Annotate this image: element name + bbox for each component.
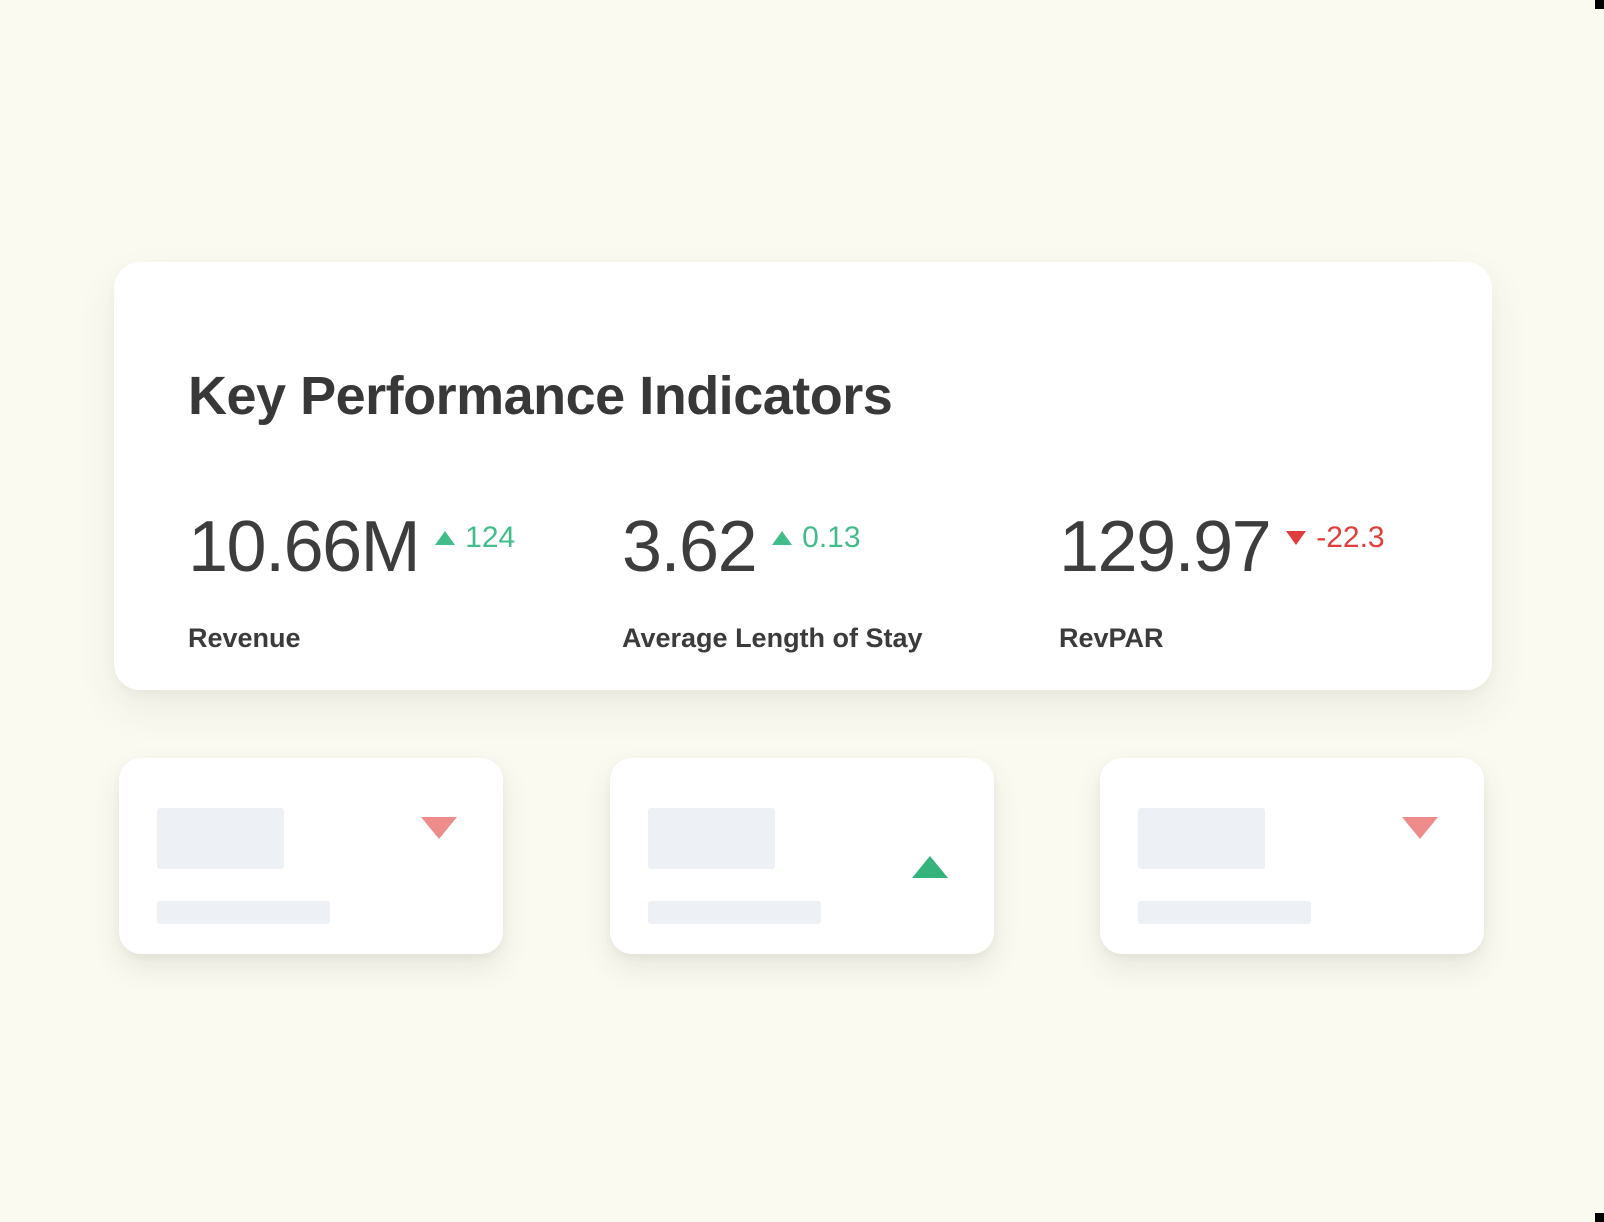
placeholder-value-block [1138,808,1265,869]
placeholder-tile-3[interactable] [1100,758,1484,954]
tile-trend-wrap [1402,817,1438,857]
kpi-revpar: 129.97 -22.3 RevPAR [1059,511,1418,654]
kpi-value: 3.62 [622,506,758,587]
panel-title: Key Performance Indicators [188,366,893,427]
trend-up-icon [912,839,948,878]
kpi-delta-value: 0.13 [802,520,861,554]
trend-down-icon [421,817,457,856]
kpi-panel: Key Performance Indicators 10.66M 124 Re… [114,262,1492,690]
placeholder-tile-2[interactable] [610,758,994,954]
kpi-delta: 0.13 [772,520,861,554]
placeholder-label-bar [648,901,821,924]
kpi-value-row: 129.97 -22.3 [1059,511,1418,583]
kpi-delta-value: -22.3 [1316,520,1385,554]
placeholder-tile-1[interactable] [119,758,503,954]
kpi-average-length-of-stay: 3.62 0.13 Average Length of Stay [622,511,1059,654]
screen-corner-artifact-bottom-right [1595,1213,1604,1222]
tile-trend-wrap [421,817,457,857]
trend-down-icon [1286,530,1307,545]
kpi-label: Revenue [188,622,301,653]
kpi-delta: 124 [435,520,516,554]
placeholder-label-bar [157,901,330,924]
placeholder-value-block [157,808,284,869]
kpi-value: 129.97 [1059,506,1272,587]
screen-corner-artifact-top-right [1595,0,1604,9]
kpi-label: RevPAR [1059,622,1164,653]
kpi-value-row: 3.62 0.13 [622,511,1059,583]
kpi-value-row: 10.66M 124 [188,511,622,583]
kpi-value: 10.66M [188,506,421,587]
trend-down-icon [1402,817,1438,856]
kpi-delta: -22.3 [1286,520,1385,554]
kpi-revenue: 10.66M 124 Revenue [188,511,622,654]
kpi-delta-value: 124 [465,520,516,554]
kpi-label: Average Length of Stay [622,622,923,653]
placeholder-value-block [648,808,775,869]
trend-up-icon [435,530,456,545]
tile-trend-wrap [912,839,948,878]
kpi-row: 10.66M 124 Revenue 3.62 0.13 Average Len… [188,511,1418,654]
trend-up-icon [772,530,793,545]
placeholder-label-bar [1138,901,1311,924]
